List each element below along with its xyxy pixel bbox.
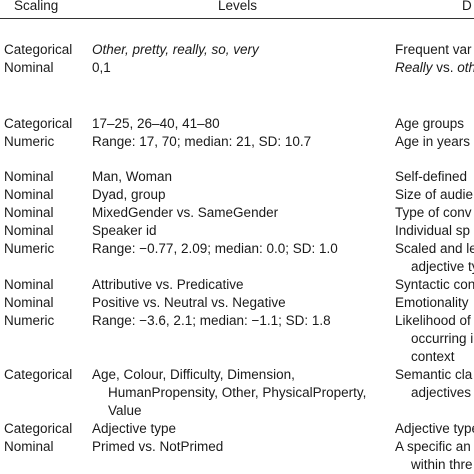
cell-description: occurring in: [411, 331, 474, 346]
header-description: D: [462, 0, 472, 13]
cell-scaling: Categorical: [4, 42, 73, 57]
cell-description: A specific an: [395, 439, 471, 454]
cell-scaling: Categorical: [4, 421, 73, 436]
text-segment: vs.: [432, 60, 458, 75]
cell-levels: Speaker id: [92, 223, 157, 238]
cell-levels: Age, Colour, Difficulty, Dimension,: [92, 367, 295, 382]
cell-scaling: Numeric: [4, 313, 55, 328]
cell-description: context: [411, 349, 455, 364]
cell-levels: 0,1: [92, 60, 111, 75]
cell-levels: MixedGender vs. SameGender: [92, 205, 279, 220]
cell-description: adjectives: [411, 385, 472, 400]
cell-description: Likelihood of: [395, 313, 471, 328]
cell-scaling: Nominal: [4, 277, 54, 292]
cell-levels: HumanPropensity, Other, PhysicalProperty…: [108, 385, 367, 400]
cell-scaling: Nominal: [4, 169, 54, 184]
text-segment: Really: [395, 60, 433, 75]
cell-levels: Man, Woman: [92, 169, 173, 184]
cell-description: adjective ty: [411, 259, 474, 274]
cell-scaling: Nominal: [4, 295, 54, 310]
cell-description: Scaled and le: [395, 241, 474, 256]
cell-levels: Range: 17, 70; median: 21, SD: 10.7: [92, 134, 312, 149]
cell-description: Self-defined: [395, 169, 468, 184]
cell-description: Really vs. oth: [395, 60, 474, 76]
cell-scaling: Nominal: [4, 439, 54, 454]
cell-description: Syntactic con: [395, 277, 474, 292]
cell-levels: Adjective type: [92, 421, 177, 436]
header-scaling: Scaling: [14, 0, 59, 13]
cell-levels: Value: [108, 403, 142, 418]
cell-scaling: Numeric: [4, 134, 55, 149]
cell-description: Emotionality: [395, 295, 469, 310]
cell-scaling: Nominal: [4, 223, 54, 238]
cell-levels: Other, pretty, really, so, very: [92, 42, 259, 58]
header-rule: [0, 18, 474, 19]
cell-levels: 17–25, 26–40, 41–80: [92, 116, 220, 131]
header-levels: Levels: [218, 0, 258, 13]
cell-levels: Attributive vs. Predicative: [92, 277, 244, 292]
cell-description: Frequent var: [395, 42, 472, 57]
cell-scaling: Numeric: [4, 241, 55, 256]
cell-description: Adjective type: [395, 421, 474, 436]
cell-scaling: Nominal: [4, 187, 54, 202]
cell-levels: Primed vs. NotPrimed: [92, 439, 224, 454]
cell-description: Age in years: [395, 134, 471, 149]
cell-description: Size of audie: [395, 187, 474, 202]
text-segment: oth: [457, 60, 474, 75]
cell-scaling: Categorical: [4, 116, 73, 131]
cell-description: Age groups: [395, 116, 465, 131]
text-segment: Other, pretty, really, so, very: [92, 42, 259, 57]
cell-description: Type of conv: [395, 205, 472, 220]
cell-levels: Range: −3.6, 2.1; median: −1.1; SD: 1.8: [92, 313, 331, 328]
cell-levels: Positive vs. Neutral vs. Negative: [92, 295, 286, 310]
cell-scaling: Nominal: [4, 205, 54, 220]
cell-scaling: Categorical: [4, 367, 73, 382]
cell-description: Individual sp: [395, 223, 471, 238]
cell-levels: Dyad, group: [92, 187, 166, 202]
cell-levels: Range: −0.77, 2.09; median: 0.0; SD: 1.0: [92, 241, 338, 256]
cell-scaling: Nominal: [4, 60, 54, 75]
cell-description: Semantic cla: [395, 367, 473, 382]
cell-description: within thre: [411, 457, 473, 472]
